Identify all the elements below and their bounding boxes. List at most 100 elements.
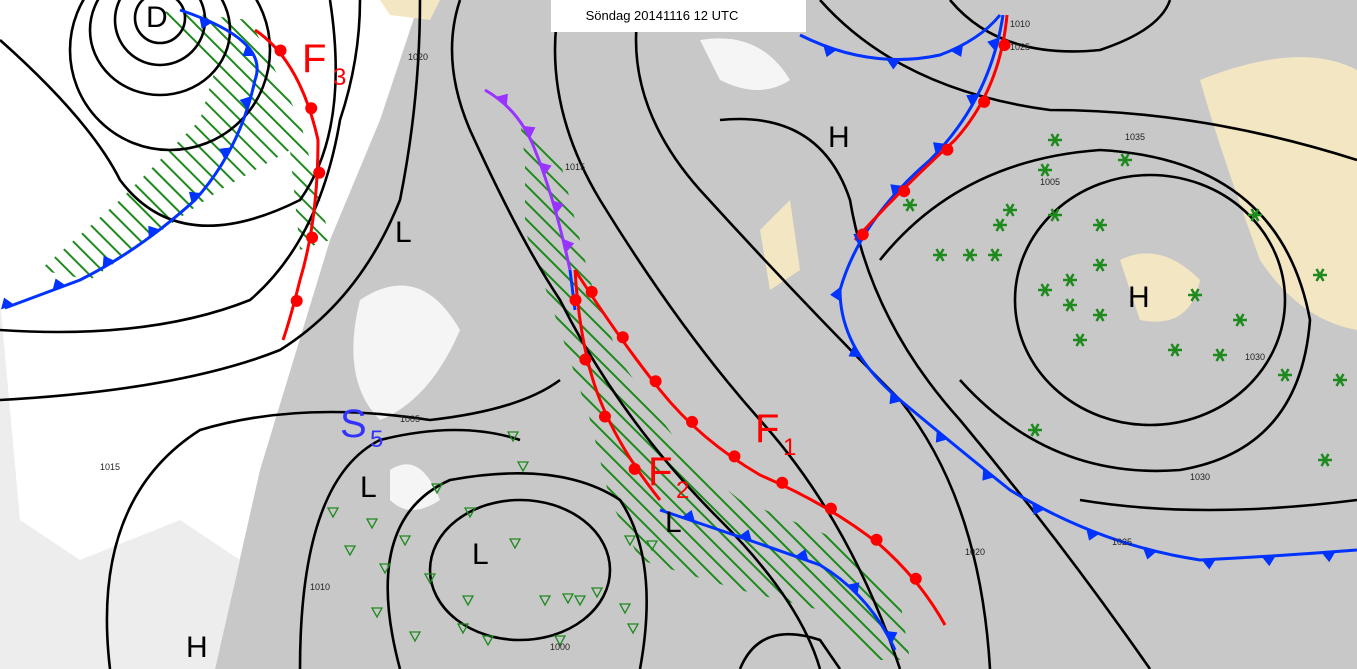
snow-symbol bbox=[1313, 268, 1327, 282]
cold-marker bbox=[539, 162, 552, 176]
center: L bbox=[360, 471, 377, 504]
cold-marker bbox=[890, 184, 903, 197]
warm-marker bbox=[686, 415, 699, 428]
snow-stroke bbox=[1235, 313, 1245, 327]
shower-symbol bbox=[553, 635, 567, 647]
snow-stroke bbox=[1005, 203, 1015, 217]
warm-marker bbox=[305, 102, 318, 115]
snow-stroke bbox=[1190, 288, 1200, 302]
title-box bbox=[551, 0, 806, 32]
warm-marker bbox=[898, 185, 911, 198]
cold-marker bbox=[987, 37, 999, 52]
warm-marker bbox=[824, 502, 837, 515]
center: H bbox=[828, 121, 850, 154]
warm-marker bbox=[728, 450, 741, 463]
cold-marker bbox=[239, 96, 252, 110]
front-number: 2 bbox=[676, 477, 689, 504]
cold-marker bbox=[830, 287, 841, 302]
cold-marker bbox=[886, 59, 901, 70]
shower-symbol bbox=[573, 595, 587, 607]
cold-marker bbox=[199, 16, 213, 29]
front-labels: F 3 F 2 F 1 bbox=[302, 37, 796, 504]
cold-marker bbox=[242, 44, 255, 57]
center: H bbox=[1128, 281, 1150, 314]
center: L bbox=[472, 538, 489, 571]
system-number: 5 bbox=[370, 426, 383, 453]
shower-symbol bbox=[590, 587, 604, 599]
cold-marker bbox=[552, 200, 564, 214]
shower-symbol bbox=[365, 518, 379, 530]
cold-marker bbox=[966, 93, 979, 107]
isobar-label: 1025 bbox=[1112, 537, 1132, 547]
snow-symbol bbox=[1073, 333, 1087, 347]
cold-marker bbox=[523, 125, 536, 139]
shower-symbol bbox=[423, 573, 437, 585]
warm-marker bbox=[274, 44, 287, 57]
isobar-label: 1000 bbox=[550, 642, 570, 652]
snow-symbol bbox=[933, 248, 947, 262]
shower-symbol bbox=[398, 535, 412, 547]
center: L bbox=[395, 216, 412, 249]
warm-marker bbox=[998, 39, 1011, 52]
snow-symbol bbox=[1038, 163, 1052, 177]
shower-symbol bbox=[508, 538, 522, 550]
snow-stroke bbox=[1120, 153, 1130, 167]
snow-symbol bbox=[903, 198, 917, 212]
snow-symbol bbox=[1318, 453, 1332, 467]
cold-marker bbox=[1321, 551, 1336, 563]
isobar-label: 1015 bbox=[565, 162, 585, 172]
snow-symbol bbox=[1233, 313, 1247, 327]
cold-marker bbox=[889, 392, 902, 405]
isobar-label: 1035 bbox=[1125, 132, 1145, 142]
cold-marker bbox=[823, 45, 837, 58]
shower-symbol bbox=[561, 593, 575, 605]
shower-symbol bbox=[481, 635, 495, 647]
snow-symbol bbox=[1093, 258, 1107, 272]
warm-marker bbox=[616, 331, 629, 344]
snow-stroke bbox=[1075, 333, 1085, 347]
snow-symbol bbox=[1063, 273, 1077, 287]
snow-symbol bbox=[1028, 423, 1042, 437]
snow-symbol bbox=[1188, 288, 1202, 302]
snow-symbol bbox=[1168, 343, 1182, 357]
snow-stroke bbox=[1065, 273, 1075, 287]
warm-marker bbox=[579, 353, 592, 366]
snow-stroke bbox=[1050, 133, 1060, 147]
shower-symbol bbox=[538, 595, 552, 607]
clear-patches bbox=[353, 38, 790, 510]
snow-stroke bbox=[1095, 308, 1105, 322]
warm-marker bbox=[290, 294, 303, 307]
isobar-label: 1020 bbox=[408, 52, 428, 62]
isobar-label: 1030 bbox=[1190, 472, 1210, 482]
snow-stroke bbox=[1250, 208, 1260, 222]
shower-symbol bbox=[626, 623, 640, 635]
snow-symbol bbox=[1333, 373, 1347, 387]
snow-stroke bbox=[990, 248, 1000, 262]
warm-marker bbox=[628, 462, 641, 475]
warm-marker bbox=[856, 228, 869, 241]
warm-marker bbox=[909, 572, 922, 585]
cold-marker bbox=[562, 238, 575, 253]
cold-marker bbox=[496, 93, 508, 106]
shower-symbol bbox=[326, 507, 340, 519]
shower-symbol bbox=[645, 540, 659, 552]
cold-marker bbox=[1143, 548, 1157, 560]
shower-symbol bbox=[461, 595, 475, 607]
cold-marker bbox=[102, 255, 115, 268]
shower-symbol bbox=[463, 507, 477, 519]
snow-stroke bbox=[1040, 283, 1050, 297]
snow-symbol bbox=[1048, 133, 1062, 147]
snow-stroke bbox=[1170, 343, 1180, 357]
warm-marker bbox=[569, 294, 582, 307]
cold-marker bbox=[148, 225, 160, 238]
front-name: F bbox=[755, 407, 779, 451]
isobar-label: 1005 bbox=[1040, 177, 1060, 187]
warm-marker bbox=[941, 143, 954, 156]
front-name: F bbox=[648, 450, 672, 494]
warm-marker bbox=[306, 231, 319, 244]
title: Söndag 20141116 12 UTC bbox=[586, 8, 739, 23]
cold-marker bbox=[795, 549, 809, 561]
shower-symbol bbox=[430, 483, 444, 495]
front-number: 3 bbox=[333, 64, 346, 91]
snow-stroke bbox=[1320, 453, 1330, 467]
